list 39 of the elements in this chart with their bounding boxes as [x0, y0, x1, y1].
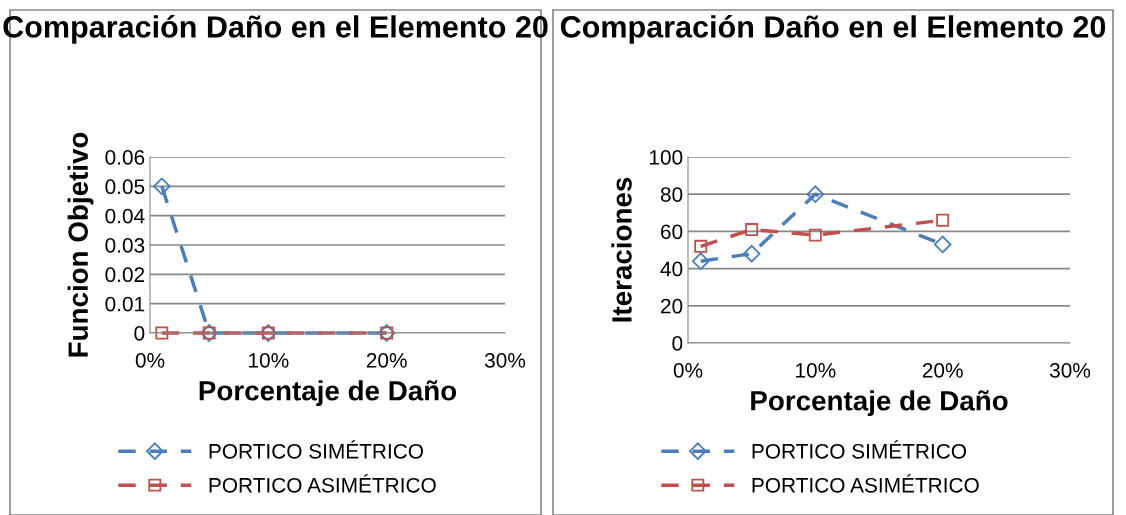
- x-tick-label: 10%: [249, 352, 289, 368]
- y-tick-label: 100: [649, 150, 683, 165]
- point: [742, 244, 761, 263]
- y-tick-label: 40: [660, 261, 683, 277]
- x-tick-label: 30%: [484, 352, 526, 368]
- chart-title: Comparación Daño en el Elemento 20: [3, 15, 548, 44]
- x-axis-title: Porcentaje de Daño: [199, 380, 457, 407]
- x-tick-label: 30%: [1049, 362, 1091, 378]
- y-tick-label: 0.01: [105, 296, 145, 312]
- x-tick-label: 0%: [135, 352, 165, 368]
- y-tick-label: 60: [661, 224, 683, 240]
- legend-label: PORTICO ASIMÉTRICO: [209, 474, 436, 493]
- y-tick-label: 0: [672, 336, 683, 351]
- y-tick-label: 0.05: [105, 179, 145, 195]
- x-axis-title: Porcentaje de Daño: [751, 390, 1008, 417]
- point: [933, 235, 952, 254]
- y-axis-title: Iteraciones: [611, 177, 632, 322]
- y-tick-label: 0.06: [105, 150, 145, 165]
- y-tick-label: 80: [660, 187, 683, 202]
- chart-title: Comparación Daño en el Elemento 20: [560, 15, 1106, 44]
- point: [694, 239, 708, 253]
- y-tick-label: 0.02: [105, 267, 145, 283]
- x-tick-label: 0%: [673, 362, 703, 378]
- x-tick-label: 20%: [922, 362, 963, 378]
- point: [745, 223, 759, 237]
- y-tick-label: 0: [134, 326, 145, 341]
- legend-label: PORTICO ASIMÉTRICO: [752, 474, 979, 493]
- point: [936, 213, 950, 227]
- y-tick-label: 0.03: [105, 238, 145, 253]
- legend-label: PORTICO SIMÉTRICO: [752, 440, 966, 459]
- x-tick-label: 10%: [796, 362, 836, 378]
- point: [806, 185, 825, 203]
- y-tick-label: 20: [661, 298, 683, 314]
- point: [691, 252, 710, 270]
- y-axis-title: Funcion Objetivo: [67, 132, 94, 357]
- legend-label: PORTICO SIMÉTRICO: [209, 440, 423, 459]
- y-tick-label: 0.04: [105, 208, 145, 224]
- x-tick-label: 20%: [366, 352, 407, 368]
- point: [808, 228, 822, 242]
